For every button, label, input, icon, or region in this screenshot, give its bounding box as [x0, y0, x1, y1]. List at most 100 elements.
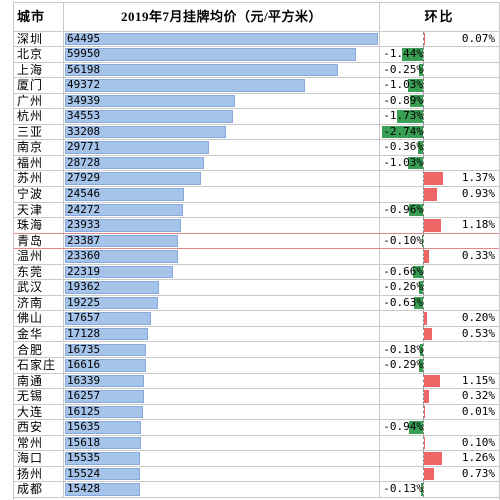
change-value: -0.25%	[383, 62, 423, 76]
city-name: 温州	[14, 249, 64, 264]
price-value: 64495	[67, 31, 101, 45]
change-positive-cell	[424, 109, 499, 124]
price-bar	[65, 48, 356, 61]
change-bar-negative	[408, 203, 423, 217]
change-bar-negative	[407, 156, 423, 170]
change-bar-negative	[421, 483, 423, 496]
change-bar-negative	[397, 110, 423, 123]
price-value: 33208	[67, 124, 101, 138]
table-row: 苏州 27929 1.37%	[14, 171, 499, 187]
change-bar-positive	[424, 219, 441, 232]
price-cell: 17128	[64, 326, 380, 342]
table-row: 宁波 24546 0.93%	[14, 187, 499, 203]
change-positive-cell	[424, 358, 499, 373]
change-positive-cell	[424, 420, 499, 435]
price-bar	[65, 156, 205, 170]
change-bar-negative	[419, 281, 423, 294]
change-bar-negative	[421, 234, 423, 248]
change-value: -0.94%	[383, 420, 423, 434]
change-negative-cell: -0.26%	[380, 280, 424, 295]
table-row: 石家庄 16616 -0.29%	[14, 358, 499, 374]
table-row: 佛山 17657 0.20%	[14, 311, 499, 327]
table-row: 合肥 16735 -0.18%	[14, 342, 499, 359]
change-bar-positive	[424, 172, 444, 185]
change-bar-negative	[418, 359, 423, 372]
price-cell: 19362	[64, 280, 380, 295]
change-value: 0.93%	[461, 187, 495, 200]
change-negative-cell	[380, 249, 424, 264]
table-row: 武汉 19362 -0.26%	[14, 280, 499, 296]
change-bar-negative	[409, 421, 423, 434]
change-positive-cell: 0.10%	[424, 436, 499, 451]
price-bar	[65, 359, 146, 372]
change-value: -1.44%	[383, 47, 423, 61]
price-value: 23387	[67, 233, 101, 247]
change-bar-negative	[419, 63, 423, 77]
price-value: 22319	[67, 264, 101, 278]
change-positive-cell	[424, 63, 499, 78]
change-bar-negative	[407, 79, 423, 92]
change-bar-positive	[424, 188, 438, 201]
table-row: 三亚 33208 -2.74%	[14, 124, 499, 141]
change-value: -1.73%	[383, 109, 423, 123]
change-negative-cell: -0.13%	[380, 482, 424, 497]
change-value: -0.63%	[383, 295, 423, 309]
price-value: 56198	[67, 62, 101, 76]
change-negative-cell	[380, 326, 424, 342]
price-value: 19362	[67, 280, 101, 294]
table-body: 深圳 64495 0.07% 北京 59950 -1.44% 上海 56198 -0.25% 厦门…	[14, 3, 499, 500]
change-positive-cell	[424, 234, 499, 249]
change-bar-positive	[424, 312, 427, 325]
price-cell: 56198	[64, 62, 380, 78]
price-cell: 15428	[64, 482, 380, 497]
city-name: 北京	[14, 47, 64, 62]
city-name: 广州	[14, 93, 64, 109]
table-row: 上海 56198 -0.25%	[14, 62, 499, 79]
change-value: -0.29%	[383, 358, 423, 372]
price-cell: 24272	[64, 202, 380, 218]
change-negative-cell	[380, 404, 424, 420]
change-bar-positive	[424, 374, 441, 388]
table-row: 海口 15535 1.26%	[14, 451, 499, 467]
price-bar	[65, 234, 179, 248]
price-value: 16125	[67, 404, 101, 418]
city-name: 大连	[14, 404, 64, 420]
change-positive-cell: 0.33%	[424, 249, 499, 264]
price-cell: 22319	[64, 264, 380, 280]
table-row: 福州 28728 -1.03%	[14, 155, 499, 172]
change-negative-cell	[380, 311, 424, 326]
change-value: -0.66%	[383, 264, 423, 278]
change-positive-cell	[424, 47, 499, 62]
price-cell: 34553	[64, 109, 380, 124]
change-positive-cell	[424, 265, 499, 280]
change-positive-cell: 0.93%	[424, 187, 499, 202]
price-bar	[65, 374, 145, 388]
price-cell: 64495	[64, 31, 380, 47]
change-negative-cell	[380, 31, 424, 47]
city-name: 青岛	[14, 233, 64, 249]
price-bar	[65, 110, 233, 123]
price-value: 16339	[67, 373, 101, 387]
price-bar	[65, 32, 378, 45]
city-name: 济南	[14, 295, 64, 311]
price-bar	[65, 79, 305, 92]
price-cell: 34939	[64, 93, 380, 109]
price-cell: 16257	[64, 389, 380, 404]
price-value: 15524	[67, 466, 101, 480]
city-name: 宁波	[14, 187, 64, 202]
change-value: -0.89%	[383, 93, 423, 107]
city-name: 福州	[14, 155, 64, 171]
change-value: 0.07%	[461, 31, 495, 45]
column-header-city: 城市	[14, 3, 64, 31]
change-negative-cell	[380, 171, 424, 186]
city-name: 武汉	[14, 280, 64, 295]
change-positive-cell: 0.73%	[424, 467, 499, 482]
change-negative-cell	[380, 389, 424, 404]
city-name: 南京	[14, 140, 64, 155]
price-cell: 24546	[64, 187, 380, 202]
change-positive-cell	[424, 140, 499, 155]
change-negative-cell	[380, 466, 424, 482]
table-row: 大连 16125 0.01%	[14, 404, 499, 421]
price-cell: 28728	[64, 155, 380, 171]
price-value: 17128	[67, 326, 101, 340]
